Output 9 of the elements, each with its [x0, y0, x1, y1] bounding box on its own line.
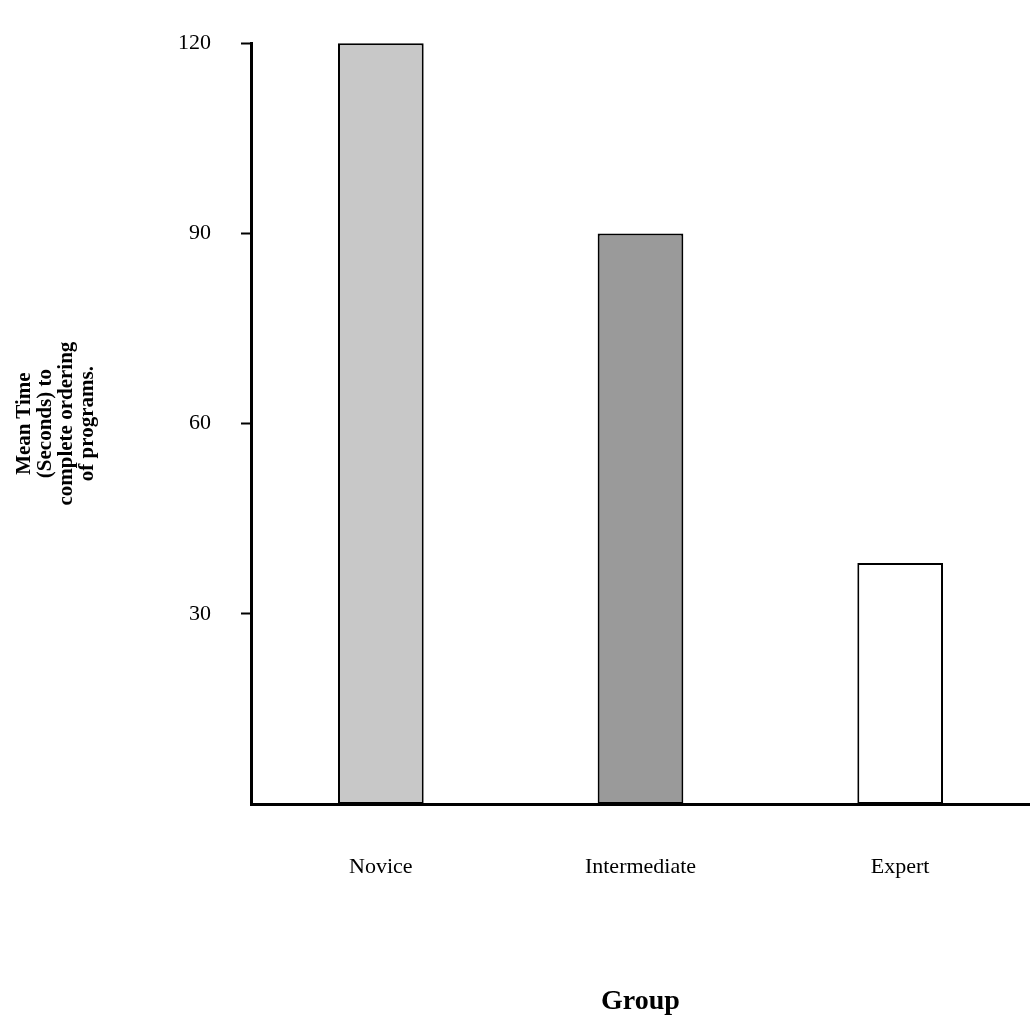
y-tick-label: 30	[189, 599, 211, 625]
x-axis-title: Group	[601, 984, 680, 1016]
x-tick-label: Expert	[870, 852, 930, 878]
y-axis-title: Mean Time (Seconds) to complete ordering of programs.	[10, 341, 98, 506]
y-tick-label: 120	[178, 28, 211, 54]
x-tick-label: Novice	[349, 852, 413, 878]
y-tick-label: 60	[189, 409, 211, 435]
y-tick-label: 90	[189, 219, 211, 245]
x-tick-label: Intermediate	[584, 852, 697, 878]
